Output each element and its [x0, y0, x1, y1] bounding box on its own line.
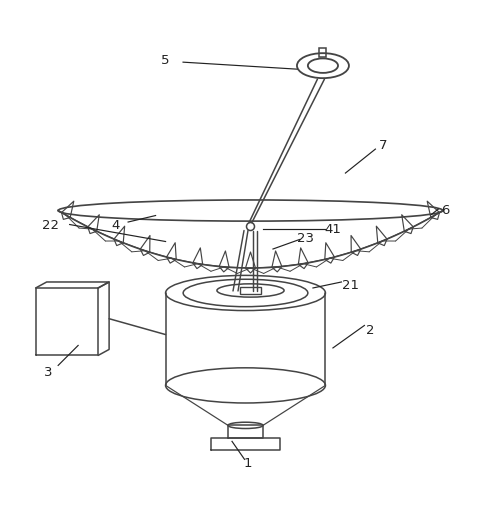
- Text: 5: 5: [161, 54, 170, 67]
- Text: 23: 23: [297, 232, 314, 245]
- Text: 41: 41: [325, 222, 341, 235]
- Text: 7: 7: [379, 139, 387, 152]
- Text: 1: 1: [243, 457, 252, 470]
- Text: 22: 22: [42, 219, 59, 232]
- Text: 2: 2: [366, 324, 375, 337]
- Text: 21: 21: [342, 279, 359, 292]
- Text: 4: 4: [111, 219, 120, 232]
- Text: 6: 6: [441, 204, 449, 217]
- Text: 3: 3: [44, 366, 53, 379]
